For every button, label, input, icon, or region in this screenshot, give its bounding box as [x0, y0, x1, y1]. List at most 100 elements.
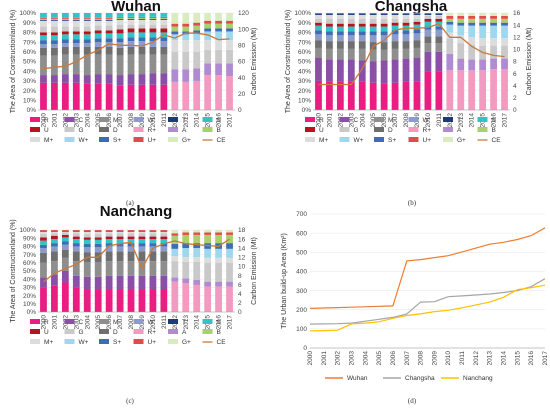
bar-segment — [51, 35, 58, 41]
bar-segment — [380, 13, 388, 14]
legend-swatch — [168, 339, 178, 344]
y-tick-label: 60% — [23, 49, 36, 56]
bar-segment — [204, 286, 212, 312]
bar-segment — [413, 24, 421, 30]
legend-label: G — [79, 127, 84, 134]
legend-swatch — [305, 137, 315, 142]
bar-segment — [380, 14, 388, 19]
bar-segment — [83, 20, 91, 27]
legend-label: G+ — [182, 339, 191, 346]
bar-segment — [413, 13, 421, 14]
bar-segment — [315, 14, 322, 19]
bar-segment — [336, 14, 344, 19]
x-tick-label: 2014 — [194, 315, 201, 330]
bar-segment — [51, 26, 58, 33]
y2-tick-label: 4 — [238, 291, 242, 298]
bar-segment — [402, 34, 410, 42]
bar-segment — [83, 289, 91, 312]
y2-tick-label: 14 — [513, 22, 521, 29]
y-tick-label: 300 — [296, 288, 307, 295]
bar-segment — [380, 18, 388, 24]
bar-segment — [204, 75, 212, 110]
bar-segment — [369, 14, 377, 19]
bar-segment — [226, 76, 233, 110]
bar-segment — [182, 234, 190, 244]
bar-segment — [138, 231, 146, 234]
bar-segment — [160, 17, 168, 19]
x-tick-label: 2005 — [370, 113, 377, 128]
bar-segment — [51, 274, 58, 286]
legend-label: C — [79, 319, 84, 326]
legend-swatch — [202, 319, 213, 324]
x-tick-label: 2014 — [501, 351, 508, 366]
bar-segment — [391, 82, 399, 110]
bar-segment — [171, 13, 179, 24]
bar-segment — [149, 261, 157, 276]
bar-segment — [182, 13, 190, 24]
bar-segment — [413, 13, 421, 15]
x-tick-label: 2011 — [459, 351, 466, 365]
bar-segment — [501, 15, 508, 19]
bar-segment — [358, 13, 366, 14]
bar-segment — [347, 41, 355, 49]
legend-label: D — [113, 329, 118, 336]
y2-tick-label: 6 — [238, 282, 242, 289]
bar-segment — [171, 235, 179, 244]
bar-segment — [61, 257, 69, 271]
bar-segment — [315, 22, 322, 26]
legend-swatch — [168, 329, 178, 334]
bar-segment — [61, 31, 69, 35]
y2-tick-label: 20 — [238, 91, 246, 98]
bar-segment — [402, 22, 410, 26]
bar-segment — [226, 243, 233, 249]
bar-segment — [501, 25, 508, 39]
bar-segment — [413, 57, 421, 82]
bar-segment — [435, 13, 443, 15]
legend-swatch — [133, 127, 144, 132]
bar-segment — [391, 13, 399, 14]
bar-segment — [105, 38, 113, 43]
bar-segment — [72, 243, 80, 247]
y2-tick-label: 14 — [238, 245, 246, 252]
legend-swatch — [133, 137, 144, 142]
x-tick-label: 2008 — [128, 113, 135, 128]
bar-segment — [116, 18, 124, 20]
bar-segment — [391, 48, 399, 60]
bar-segment — [182, 283, 190, 312]
bar-segment — [61, 244, 69, 250]
bar-segment — [40, 234, 47, 238]
bar-segment — [226, 281, 233, 287]
x-tick-label: 2011 — [161, 113, 168, 127]
y2-tick-label: 18 — [238, 227, 246, 234]
bar-segment — [402, 14, 410, 19]
bar-segment — [51, 75, 58, 83]
bar-segment — [105, 251, 113, 262]
bar-segment — [435, 36, 443, 44]
bar-segment — [72, 233, 80, 237]
bar-segment — [116, 236, 124, 240]
series-line-nanchang — [309, 284, 546, 332]
bar-segment — [160, 18, 168, 20]
legend-swatch — [99, 319, 109, 324]
legend-label: CE — [492, 137, 502, 144]
x-tick-label: 2010 — [425, 113, 432, 128]
bar-segment — [315, 57, 322, 81]
x-tick-label: 2005 — [95, 113, 102, 128]
y2-tick-label: 8 — [513, 59, 517, 66]
bar-segment — [149, 32, 157, 38]
bar-segment — [479, 18, 487, 23]
y-tick-label: 600 — [296, 230, 307, 237]
bar-segment — [336, 35, 344, 42]
bar-segment — [380, 49, 388, 61]
x-tick-label: 2004 — [362, 351, 369, 366]
legend-swatch — [408, 117, 419, 122]
x-tick-label: 2003 — [348, 351, 355, 366]
bar-segment — [94, 20, 102, 26]
legend-swatch — [202, 127, 213, 132]
bar-segment — [402, 58, 410, 82]
legend-swatch — [374, 117, 384, 122]
bar-segment — [94, 261, 102, 277]
bar-segment — [501, 22, 508, 26]
bar-segment — [51, 20, 58, 27]
bar-segment — [149, 19, 157, 25]
